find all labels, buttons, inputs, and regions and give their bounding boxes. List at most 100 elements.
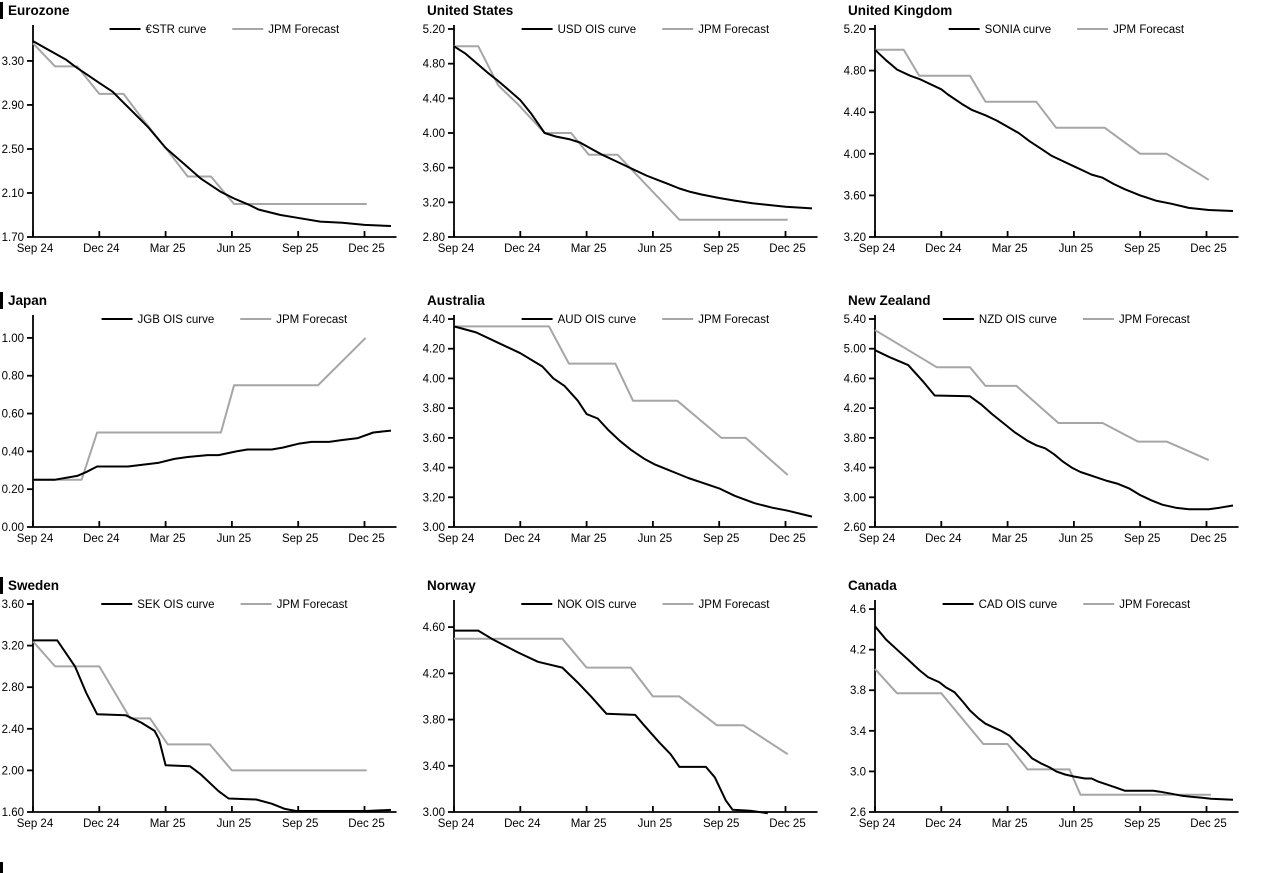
svg-text:0.00: 0.00 — [2, 522, 24, 534]
svg-text:Dec 25: Dec 25 — [769, 818, 805, 830]
svg-text:3.60: 3.60 — [2, 599, 24, 611]
svg-text:3.80: 3.80 — [423, 715, 445, 727]
svg-text:Sep 24: Sep 24 — [438, 533, 475, 545]
svg-text:Jun 25: Jun 25 — [638, 818, 673, 830]
svg-text:4.80: 4.80 — [844, 66, 866, 78]
svg-text:3.60: 3.60 — [423, 163, 445, 175]
svg-text:3.00: 3.00 — [423, 522, 445, 534]
chart-title-united-kingdom: United Kingdom — [848, 3, 953, 18]
svg-text:2.50: 2.50 — [2, 144, 24, 156]
svg-text:3.60: 3.60 — [844, 190, 866, 202]
svg-text:USD OIS curve: USD OIS curve — [558, 24, 637, 36]
svg-text:4.6: 4.6 — [850, 604, 866, 616]
svg-text:Sep 25: Sep 25 — [282, 533, 318, 545]
svg-text:1.60: 1.60 — [2, 807, 24, 819]
svg-text:Dec 25: Dec 25 — [769, 533, 805, 545]
svg-text:1.00: 1.00 — [2, 333, 24, 345]
chart-legend: SEK OIS curve JPM Forecast — [101, 599, 348, 611]
chart-legend: NZD OIS curve JPM Forecast — [942, 314, 1191, 326]
svg-text:5.20: 5.20 — [844, 24, 866, 36]
chart-title-norway: Norway — [427, 578, 476, 593]
chart-legend: NOK OIS curve JPM Forecast — [521, 599, 770, 611]
svg-text:3.20: 3.20 — [2, 641, 24, 653]
svg-text:3.00: 3.00 — [844, 492, 866, 504]
chart-legend: USD OIS curve JPM Forecast — [521, 24, 770, 36]
chart-canvas-sweden: 1.60 2.00 2.40 2.80 3.20 3.60 Sep 24 Dec 24 Mar … — [2, 599, 397, 830]
chart-canvas-japan: 0.00 0.20 0.40 0.60 0.80 1.00 Sep 24 Dec 24 Mar … — [2, 314, 397, 545]
chart-canvas-united-states: 2.80 3.20 3.60 4.00 4.40 4.80 5.20 Sep 24 Dec 24… — [423, 24, 818, 255]
svg-text:Sep 25: Sep 25 — [703, 533, 739, 545]
svg-text:JPM Forecast: JPM Forecast — [1113, 24, 1185, 36]
chart-canvas-new-zealand: 2.60 3.00 3.40 3.80 4.20 4.60 5.00 5.40 Sep 24 De… — [844, 314, 1239, 545]
svg-text:Dec 24: Dec 24 — [925, 533, 962, 545]
svg-text:4.00: 4.00 — [423, 128, 445, 140]
svg-text:2.00: 2.00 — [2, 765, 24, 777]
svg-text:2.80: 2.80 — [2, 682, 24, 694]
svg-text:4.80: 4.80 — [423, 59, 445, 71]
svg-text:3.80: 3.80 — [423, 403, 445, 415]
svg-text:4.20: 4.20 — [423, 668, 445, 680]
svg-text:Dec 24: Dec 24 — [925, 243, 962, 255]
svg-text:Dec 24: Dec 24 — [504, 533, 541, 545]
chart-cell-canada: Canada 2.6 3.0 3.4 3.8 4.2 4.6 Sep 24 Dec 24 Mar… — [842, 575, 1264, 873]
chart-legend: €STR curve JPM Forecast — [109, 24, 340, 36]
chart-cell-united-states: United States 2.80 3.20 3.60 4.00 4.40 4.80 5.… — [421, 0, 842, 290]
svg-text:Sep 25: Sep 25 — [1124, 818, 1160, 830]
svg-text:Jun 25: Jun 25 — [1059, 818, 1094, 830]
svg-text:4.40: 4.40 — [423, 314, 445, 326]
svg-text:5.20: 5.20 — [423, 24, 445, 36]
svg-text:JGB OIS curve: JGB OIS curve — [138, 314, 215, 326]
svg-text:NZD OIS curve: NZD OIS curve — [979, 314, 1057, 326]
chart-canvas-eurozone: 1.70 2.10 2.50 2.90 3.30 Sep 24 Dec 24 Mar 25 Ju… — [2, 24, 397, 255]
chart-cell-japan: Japan 0.00 0.20 0.40 0.60 0.80 1.00 Sep 24 Dec … — [0, 290, 421, 575]
svg-text:2.6: 2.6 — [850, 807, 866, 819]
svg-text:SONIA curve: SONIA curve — [985, 24, 1051, 36]
chart-legend: JGB OIS curve JPM Forecast — [101, 314, 348, 326]
svg-text:Sep 25: Sep 25 — [282, 818, 318, 830]
svg-text:€STR curve: €STR curve — [146, 24, 207, 36]
svg-text:4.20: 4.20 — [423, 344, 445, 356]
svg-text:JPM Forecast: JPM Forecast — [698, 24, 770, 36]
chart-cell-norway: Norway 3.00 3.40 3.80 4.20 4.60 Sep 24 Dec 24 M… — [421, 575, 842, 873]
svg-text:JPM Forecast: JPM Forecast — [268, 24, 340, 36]
svg-text:JPM Forecast: JPM Forecast — [1119, 314, 1191, 326]
chart-legend: AUD OIS curve JPM Forecast — [521, 314, 770, 326]
svg-text:Mar 25: Mar 25 — [150, 533, 186, 545]
svg-text:Dec 24: Dec 24 — [504, 818, 541, 830]
svg-text:JPM Forecast: JPM Forecast — [277, 599, 349, 611]
svg-text:Sep 24: Sep 24 — [438, 818, 475, 830]
svg-text:Jun 25: Jun 25 — [217, 818, 252, 830]
svg-text:Mar 25: Mar 25 — [571, 818, 607, 830]
svg-text:Dec 25: Dec 25 — [1190, 818, 1226, 830]
svg-text:Dec 24: Dec 24 — [925, 818, 962, 830]
svg-text:Sep 25: Sep 25 — [282, 243, 318, 255]
svg-text:Dec 25: Dec 25 — [769, 243, 805, 255]
svg-text:3.40: 3.40 — [423, 761, 445, 773]
svg-text:Mar 25: Mar 25 — [992, 533, 1028, 545]
chart-title-canada: Canada — [848, 578, 897, 593]
svg-text:4.20: 4.20 — [844, 403, 866, 415]
chart-title-australia: Australia — [427, 293, 485, 308]
svg-text:0.20: 0.20 — [2, 484, 24, 496]
chart-canvas-canada: 2.6 3.0 3.4 3.8 4.2 4.6 Sep 24 Dec 24 Mar 25 Jun … — [850, 599, 1239, 830]
svg-text:Dec 25: Dec 25 — [348, 533, 384, 545]
chart-cell-sweden: Sweden 1.60 2.00 2.40 2.80 3.20 3.60 Sep 24 Dec… — [0, 575, 421, 873]
svg-text:Dec 25: Dec 25 — [1190, 533, 1226, 545]
svg-text:2.10: 2.10 — [2, 188, 24, 200]
chart-title-japan: Japan — [0, 292, 421, 309]
chart-canvas-australia: 3.00 3.20 3.40 3.60 3.80 4.00 4.20 4.40 Sep 24 De… — [423, 314, 818, 545]
svg-text:5.40: 5.40 — [844, 314, 866, 326]
svg-text:Mar 25: Mar 25 — [992, 243, 1028, 255]
svg-text:Jun 25: Jun 25 — [1059, 533, 1094, 545]
chart-title-eurozone: Eurozone — [0, 2, 421, 19]
svg-text:Jun 25: Jun 25 — [638, 243, 673, 255]
svg-text:2.60: 2.60 — [844, 522, 866, 534]
svg-text:3.80: 3.80 — [844, 433, 866, 445]
svg-text:4.40: 4.40 — [423, 93, 445, 105]
svg-text:5.00: 5.00 — [844, 344, 866, 356]
chart-legend: CAD OIS curve JPM Forecast — [942, 599, 1191, 611]
svg-text:Dec 25: Dec 25 — [1190, 243, 1226, 255]
svg-text:Mar 25: Mar 25 — [150, 243, 186, 255]
